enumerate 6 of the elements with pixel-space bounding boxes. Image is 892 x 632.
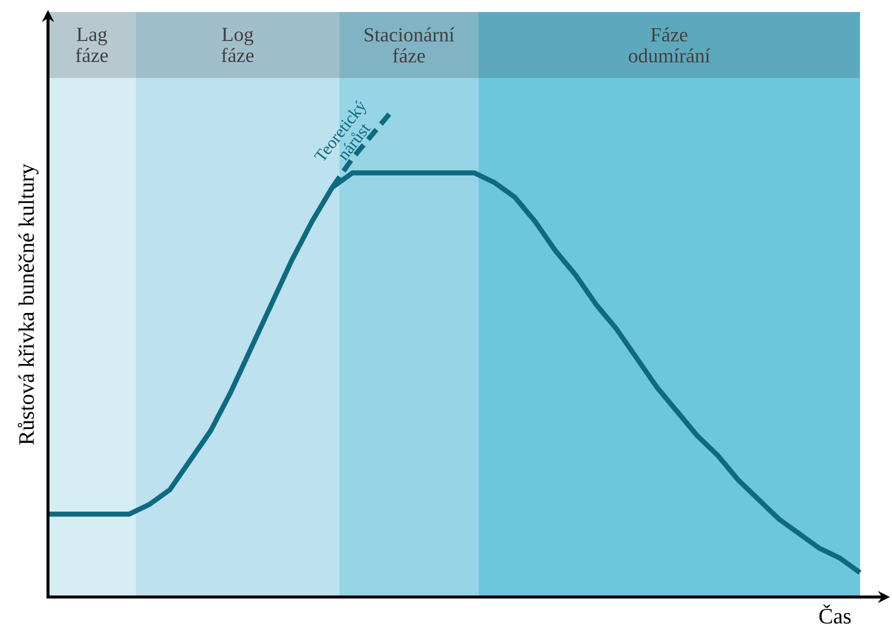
x-axis-title: Čas xyxy=(819,604,851,624)
text: Log fáze xyxy=(222,28,254,62)
text: Lag fáze xyxy=(76,28,108,62)
y-axis-title: Růstová křivka buněčné kultury xyxy=(18,164,38,445)
text: Fáze odumírání xyxy=(628,27,710,63)
text: Stacionární fáze xyxy=(364,27,454,63)
